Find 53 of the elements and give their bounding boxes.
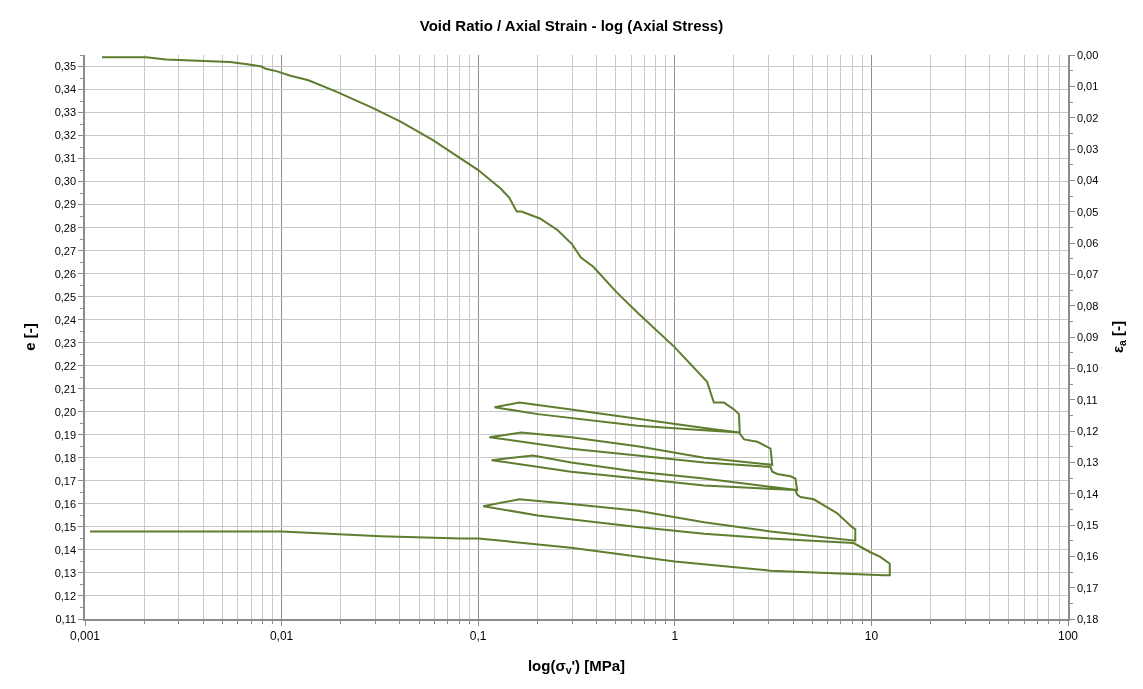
y-tick-label: 0,30 — [54, 175, 77, 188]
y-tick-label: 0,12 — [54, 589, 77, 602]
y-tick-label: 0,28 — [54, 221, 77, 234]
y2-tick-label: 0,13 — [1076, 456, 1099, 469]
y2-tick-label: 0,16 — [1076, 550, 1099, 563]
y-tick-label: 0,29 — [54, 198, 77, 211]
y-tick-label: 0,23 — [54, 336, 77, 349]
x-tick-label: 10 — [864, 629, 879, 644]
y-tick-label: 0,27 — [54, 244, 77, 257]
y2-tick-label: 0,11 — [1076, 393, 1098, 406]
y2-tick-label: 0,17 — [1076, 581, 1099, 594]
y-tick-label: 0,19 — [54, 428, 77, 441]
x-tick-label: 0,001 — [69, 629, 101, 644]
y-tick-label: 0,22 — [54, 359, 77, 372]
y-tick-label: 0,26 — [54, 267, 77, 280]
y2-tick-label: 0,04 — [1076, 174, 1099, 187]
y-tick-label: 0,13 — [54, 566, 77, 579]
y-tick-label: 0,34 — [54, 83, 77, 96]
y2-tick-label: 0,03 — [1076, 142, 1099, 155]
x-axis-title: log(σ$_{v}$') [MPa] — [527, 656, 626, 676]
y-tick-label: 0,31 — [54, 152, 77, 165]
y-tick-label: 0,11 — [55, 612, 77, 625]
y2-tick-label: 0,18 — [1076, 612, 1099, 625]
y2-tick-label: 0,12 — [1076, 424, 1099, 437]
y2-tick-label: 0,08 — [1076, 299, 1099, 312]
y-tick-label: 0,25 — [54, 290, 77, 303]
x-tick-label: 0,01 — [269, 629, 294, 644]
y-tick-label: 0,24 — [54, 313, 77, 326]
y2-tick-label: 0,02 — [1076, 111, 1099, 124]
y-tick-label: 0,32 — [54, 129, 77, 142]
y-tick-label: 0,33 — [54, 106, 77, 119]
y2-tick-label: 0,07 — [1076, 268, 1099, 281]
y2-tick-label: 0,06 — [1076, 236, 1099, 249]
y-tick-label: 0,14 — [54, 543, 77, 556]
y-tick-label: 0,17 — [54, 474, 77, 487]
y-tick-label: 0,18 — [54, 451, 77, 464]
y2-tick-label: 0,00 — [1076, 48, 1099, 61]
y2-tick-label: 0,10 — [1076, 362, 1099, 375]
y2-tick-label: 0,15 — [1076, 518, 1099, 531]
x-tick-label: 0,1 — [469, 629, 487, 644]
y-tick-label: 0,21 — [54, 382, 77, 395]
y2-tick-label: 0,01 — [1076, 80, 1099, 93]
y-tick-label: 0,35 — [54, 60, 77, 73]
y2-tick-label: 0,09 — [1076, 330, 1099, 343]
y-tick-label: 0,15 — [54, 520, 77, 533]
y-axis-title: e [-] — [21, 323, 39, 351]
chart-title: Void Ratio / Axial Strain - log (Axial Stress) — [419, 17, 724, 35]
y2-tick-label: 0,14 — [1076, 487, 1099, 500]
y2-tick-label: 0,05 — [1076, 205, 1099, 218]
x-tick-label: 1 — [671, 629, 679, 644]
y-tick-label: 0,16 — [54, 497, 77, 510]
y-tick-label: 0,20 — [54, 405, 77, 418]
x-tick-label: 100 — [1057, 629, 1079, 644]
